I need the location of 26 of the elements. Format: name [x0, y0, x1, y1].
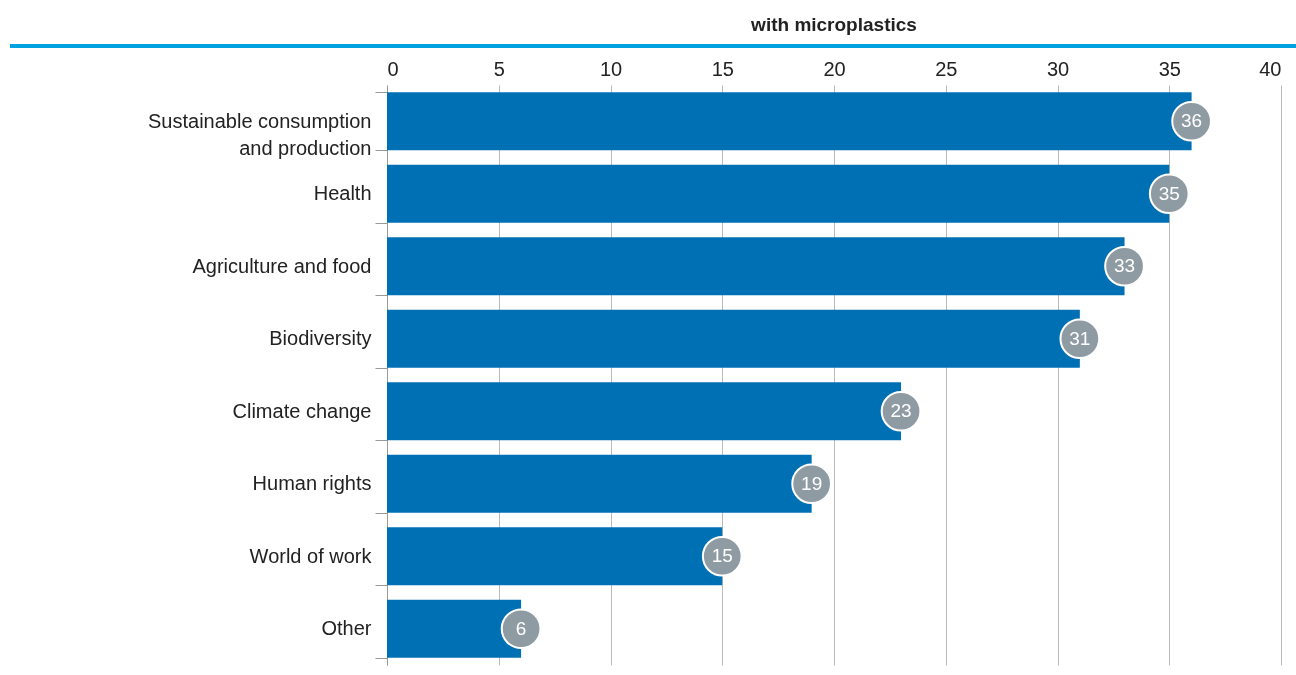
y-tick-label: Climate change — [232, 399, 372, 422]
x-tick-label: 0 — [387, 57, 399, 80]
data-label: 19 — [801, 472, 823, 494]
data-label: 36 — [1181, 110, 1203, 132]
data-label: 31 — [1069, 327, 1091, 349]
data-label: 35 — [1158, 182, 1180, 204]
data-label: 23 — [890, 400, 912, 422]
data-label: 6 — [515, 617, 527, 639]
x-tick-label: 25 — [935, 57, 958, 80]
y-tick-label: Biodiversity — [269, 327, 372, 350]
x-tick-label: 15 — [711, 57, 734, 80]
data-label: 33 — [1113, 255, 1136, 277]
y-tick-label: Other — [321, 617, 372, 640]
x-tick-label: 20 — [823, 57, 846, 80]
x-tick-label: 35 — [1158, 57, 1181, 80]
y-tick-label: World of work — [249, 544, 373, 567]
x-tick-label: 5 — [493, 57, 505, 80]
x-tick-label: 10 — [599, 57, 623, 80]
y-tick-label: Human rights — [252, 472, 372, 495]
x-tick-label: 40 — [1259, 57, 1282, 80]
y-tick-label: Health — [313, 182, 372, 205]
x-tick-label: 30 — [1046, 57, 1070, 80]
chart-title: with microplastics — [750, 14, 917, 35]
y-tick-label: Sustainable consumption and production — [148, 109, 372, 159]
y-tick-label: Agriculture and food — [192, 254, 372, 277]
data-label: 15 — [711, 545, 733, 567]
